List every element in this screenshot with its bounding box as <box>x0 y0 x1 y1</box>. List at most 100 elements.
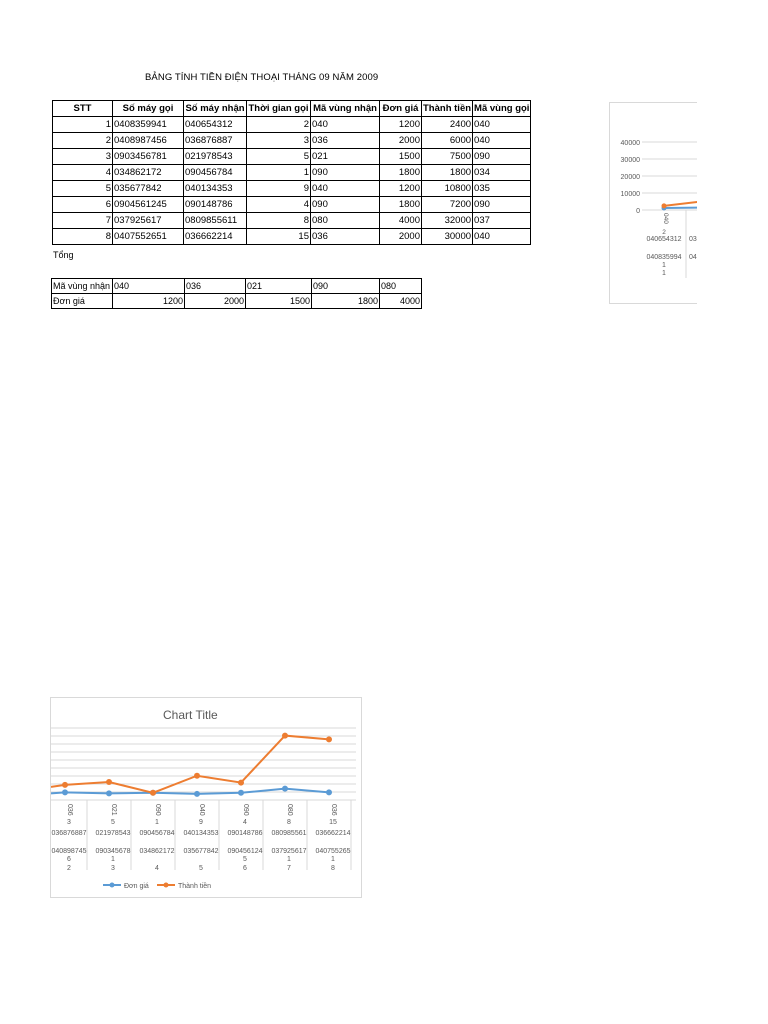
column-header[interactable]: Mã vùng gọi <box>472 100 532 117</box>
lookup-price-cell[interactable]: 2000 <box>184 293 246 309</box>
table-cell[interactable]: 2 <box>52 132 113 149</box>
table-cell[interactable]: 036662214 <box>183 228 247 245</box>
table-cell[interactable]: 15 <box>246 228 311 245</box>
table-cell[interactable]: 090 <box>310 164 380 181</box>
table-header-row: STT Số máy gọi Số máy nhận Thời gian gọi Mã … <box>52 100 532 117</box>
x-tick-label: 1 <box>662 270 666 277</box>
table-cell[interactable]: 037 <box>472 212 532 229</box>
table-cell[interactable]: 021978543 <box>183 148 247 165</box>
table-cell[interactable]: 0904561245 <box>112 196 184 213</box>
x-tick-label: 8 <box>287 819 291 826</box>
lookup-price-cell[interactable]: 1800 <box>311 293 380 309</box>
table-cell[interactable]: 2000 <box>379 228 422 245</box>
table-cell[interactable]: 040 <box>472 132 532 149</box>
table-cell[interactable]: 1500 <box>379 148 422 165</box>
table-cell[interactable]: 021 <box>310 148 380 165</box>
table-cell[interactable]: 090148786 <box>183 196 247 213</box>
lookup-price-cell[interactable]: 4000 <box>379 293 422 309</box>
lookup-price-cell[interactable]: 1200 <box>112 293 185 309</box>
table-cell[interactable]: 035 <box>472 180 532 197</box>
x-tick-label: 1 <box>155 819 159 826</box>
table-cell[interactable]: 3 <box>52 148 113 165</box>
y-tick-label: 0 <box>636 208 640 215</box>
table-cell[interactable]: 2000 <box>379 132 422 149</box>
table-cell[interactable]: 1800 <box>420 164 474 181</box>
lookup-code-cell[interactable]: 021 <box>245 278 312 294</box>
table-cell[interactable]: 037925617 <box>112 212 184 229</box>
table-cell[interactable]: 0408359941 <box>112 116 184 133</box>
table-cell[interactable]: 0408987456 <box>112 132 184 149</box>
lookup-prices-label[interactable]: Đơn giá <box>51 293 113 309</box>
table-cell[interactable]: 040 <box>310 180 380 197</box>
table-cell[interactable]: 3 <box>246 132 311 149</box>
table-cell[interactable]: 090456784 <box>183 164 247 181</box>
table-cell[interactable]: 30000 <box>420 228 474 245</box>
table-cell[interactable]: 10800 <box>420 180 474 197</box>
table-cell[interactable]: 036 <box>310 228 380 245</box>
column-header[interactable]: Số máy nhận <box>183 100 247 117</box>
data-point <box>326 736 332 743</box>
table-cell[interactable]: 6 <box>52 196 113 213</box>
table-cell[interactable]: 034862172 <box>112 164 184 181</box>
table-cell[interactable]: 040654312 <box>183 116 247 133</box>
table-cell[interactable]: 2400 <box>420 116 474 133</box>
table-cell[interactable]: 1 <box>246 164 311 181</box>
table-cell[interactable]: 6000 <box>420 132 474 149</box>
table-cell[interactable]: 035677842 <box>112 180 184 197</box>
table-cell[interactable]: 036 <box>310 132 380 149</box>
table-cell[interactable]: 7 <box>52 212 113 229</box>
table-cell[interactable]: 5 <box>246 148 311 165</box>
table-cell[interactable]: 0809855611 <box>183 212 247 229</box>
lookup-price-cell[interactable]: 1500 <box>245 293 312 309</box>
line-chart[interactable]: Chart Title 036 3 036876887 040898745 6 2 021 5 0… <box>42 697 362 898</box>
table-cell[interactable]: 8 <box>246 212 311 229</box>
table-cell[interactable]: 7200 <box>420 196 474 213</box>
table-cell[interactable]: 32000 <box>420 212 474 229</box>
column-header[interactable]: Thời gian gọi <box>246 100 311 117</box>
column-header[interactable]: Đơn giá <box>379 100 422 117</box>
lookup-code-cell[interactable]: 090 <box>311 278 380 294</box>
table-cell[interactable]: 036876887 <box>183 132 247 149</box>
table-cell[interactable]: 040 <box>310 116 380 133</box>
x-tick-label: 037925617 <box>271 848 306 855</box>
table-row: 6 0904561245 090148786 4 090 1800 7200 090 <box>52 196 532 213</box>
lookup-code-cell[interactable]: 040 <box>112 278 185 294</box>
table-cell[interactable]: 0407552651 <box>112 228 184 245</box>
column-header[interactable]: Thành tiền <box>420 100 474 117</box>
x-tick-label: 040 <box>662 213 669 224</box>
partial-line-chart[interactable]: 40000 30000 20000 10000 0 040 2 040654312 040835… <box>609 102 697 304</box>
table-cell[interactable]: 4 <box>246 196 311 213</box>
table-cell[interactable]: 8 <box>52 228 113 245</box>
table-cell[interactable]: 034 <box>472 164 532 181</box>
table-cell[interactable]: 1800 <box>379 164 422 181</box>
table-cell[interactable]: 0903456781 <box>112 148 184 165</box>
lookup-code-cell[interactable]: 036 <box>184 278 246 294</box>
legend-label: Đơn giá <box>124 883 149 890</box>
table-cell[interactable]: 5 <box>52 180 113 197</box>
table-cell[interactable]: 090 <box>472 148 532 165</box>
x-tick-label: 040134353 <box>183 830 218 837</box>
column-header[interactable]: STT <box>52 100 113 117</box>
table-cell[interactable]: 9 <box>246 180 311 197</box>
table-cell[interactable]: 1800 <box>379 196 422 213</box>
table-cell[interactable]: 1 <box>52 116 113 133</box>
table-cell[interactable]: 4 <box>52 164 113 181</box>
table-cell[interactable]: 040134353 <box>183 180 247 197</box>
table-cell[interactable]: 090 <box>472 196 532 213</box>
table-cell[interactable]: 1200 <box>379 116 422 133</box>
lookup-code-cell[interactable]: 080 <box>379 278 422 294</box>
table-cell[interactable]: 4000 <box>379 212 422 229</box>
table-cell[interactable]: 090 <box>310 196 380 213</box>
lookup-codes-label[interactable]: Mã vùng nhận <box>51 278 113 294</box>
x-tick-label: 040755265 <box>315 848 350 855</box>
total-label: Tổng <box>53 250 74 260</box>
column-header[interactable]: Mã vùng nhận <box>310 100 380 117</box>
table-cell[interactable]: 040 <box>472 116 532 133</box>
table-cell[interactable]: 080 <box>310 212 380 229</box>
table-cell[interactable]: 040 <box>472 228 532 245</box>
table-cell[interactable]: 1200 <box>379 180 422 197</box>
table-cell[interactable]: 7500 <box>420 148 474 165</box>
column-header[interactable]: Số máy gọi <box>112 100 184 117</box>
table-cell[interactable]: 2 <box>246 116 311 133</box>
